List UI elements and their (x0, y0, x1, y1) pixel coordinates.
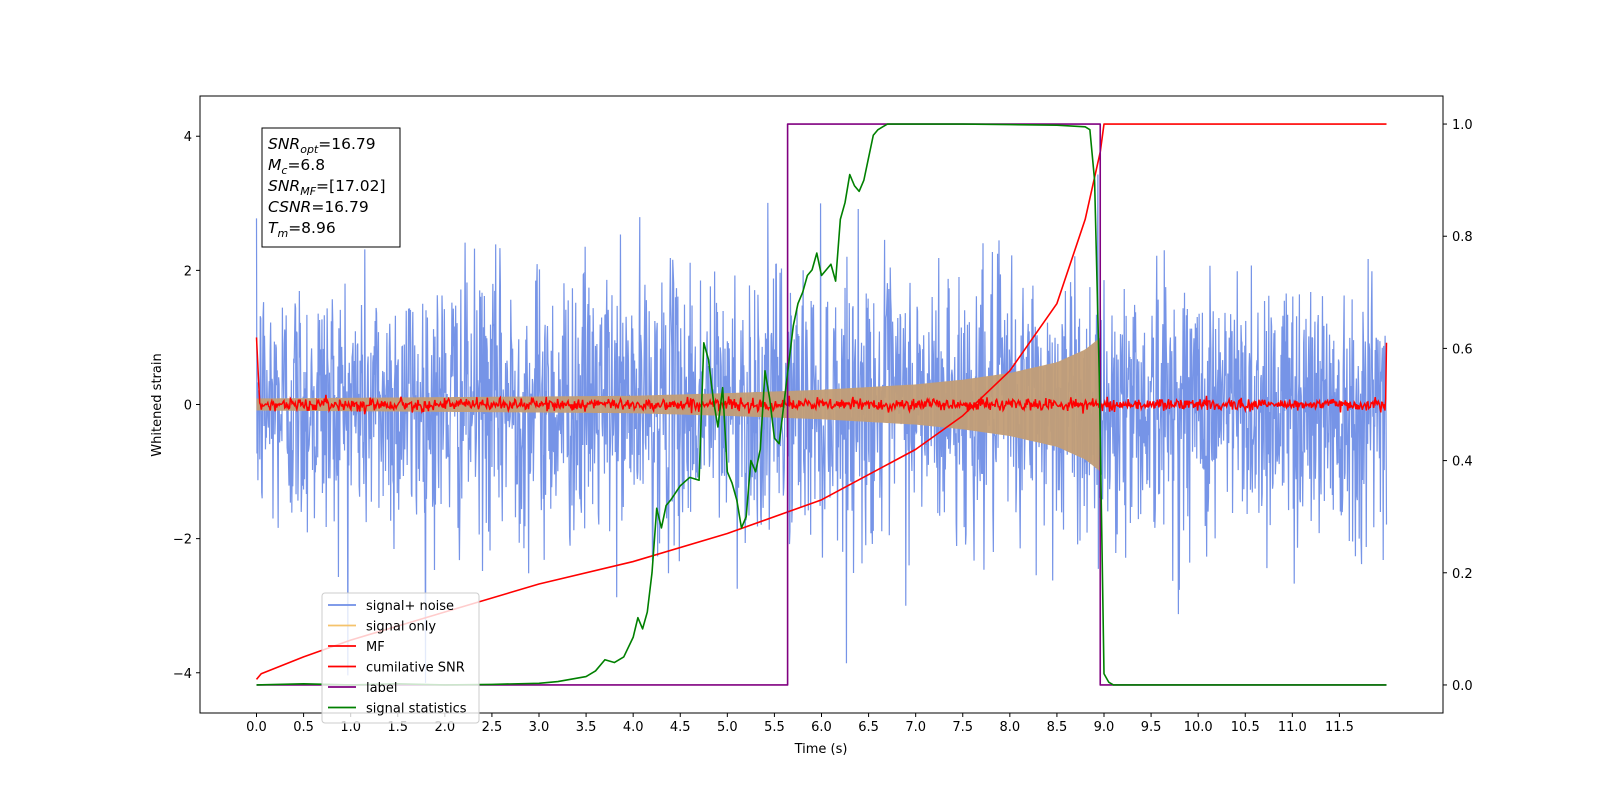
info-line: Tm=8.96 (268, 219, 336, 240)
legend-frame (321, 592, 480, 724)
info-line: CSNR=16.79 (268, 198, 369, 216)
x-tick-label: 8.0 (999, 720, 1020, 735)
info-box: SNRopt=16.79Mc=6.8SNRMF=[17.02]CSNR=16.7… (261, 127, 401, 248)
x-tick-label: 11.5 (1325, 720, 1354, 735)
x-tick-label: 10.5 (1231, 720, 1260, 735)
x-tick-label: 9.5 (1141, 720, 1162, 735)
y2-tick-label: 0.6 (1452, 342, 1473, 357)
y2-tick-label: 0.0 (1452, 679, 1473, 694)
x-tick-label: 6.5 (858, 720, 879, 735)
legend-label: cumilative SNR (366, 661, 465, 676)
x-tick-label: 11.0 (1278, 720, 1307, 735)
x-tick-label: 3.0 (529, 720, 550, 735)
x-tick-label: 3.5 (576, 720, 597, 735)
x-tick-label: 1.5 (387, 720, 408, 735)
legend-label: signal+ noise (366, 599, 454, 614)
legend-label: signal only (366, 620, 436, 635)
x-axis-label: Time (s) (794, 742, 848, 757)
info-line: SNRopt=16.79 (268, 135, 376, 156)
series-signal-noise (255, 174, 1388, 683)
legend-label: signal statistics (366, 702, 467, 717)
x-tick-label: 9.0 (1094, 720, 1115, 735)
legend-label: label (366, 681, 397, 696)
info-box-frame (261, 127, 401, 248)
x-tick-label: 6.0 (811, 720, 832, 735)
info-line: SNRMF=[17.02] (268, 177, 386, 198)
y2-tick-label: 0.2 (1452, 567, 1473, 582)
y2-tick-label: 0.4 (1452, 455, 1473, 470)
x-tick-label: 8.5 (1047, 720, 1068, 735)
y-tick-label: −4 (173, 667, 192, 682)
x-tick-label: 10.0 (1184, 720, 1213, 735)
y-tick-label: 2 (184, 264, 192, 279)
x-tick-label: 7.5 (952, 720, 973, 735)
x-tick-label: 2.0 (434, 720, 455, 735)
x-tick-label: 5.5 (764, 720, 785, 735)
x-tick-label: 4.5 (670, 720, 691, 735)
y2-tick-label: 1.0 (1452, 118, 1473, 133)
x-tick-label: 5.0 (717, 720, 738, 735)
y-tick-label: 4 (184, 130, 192, 145)
x-tick-label: 7.0 (905, 720, 926, 735)
legend-label: MF (366, 640, 385, 655)
info-line: Mc=6.8 (268, 156, 325, 177)
x-tick-label: 2.5 (482, 720, 503, 735)
x-tick-label: 0.5 (293, 720, 314, 735)
legend: signal+ noise signal only MF cumilative SNR… (321, 592, 480, 724)
x-tick-label: 1.0 (340, 720, 361, 735)
x-tick-label: 4.0 (623, 720, 644, 735)
series-signal-statistics (256, 123, 1387, 686)
series-mf (255, 337, 1388, 415)
axes: 0.0 0.5 1.0 1.5 2.0 2.5 3.0 3.5 4.0 4.5 5.0 5.5 6.0 6… (173, 118, 1473, 735)
y-tick-label: 0 (184, 399, 192, 414)
y-tick-label: −2 (173, 533, 192, 548)
x-tick-label: 0.0 (246, 720, 267, 735)
y-axis-label: Whitened strain (150, 353, 165, 456)
y2-tick-label: 0.8 (1452, 230, 1473, 245)
